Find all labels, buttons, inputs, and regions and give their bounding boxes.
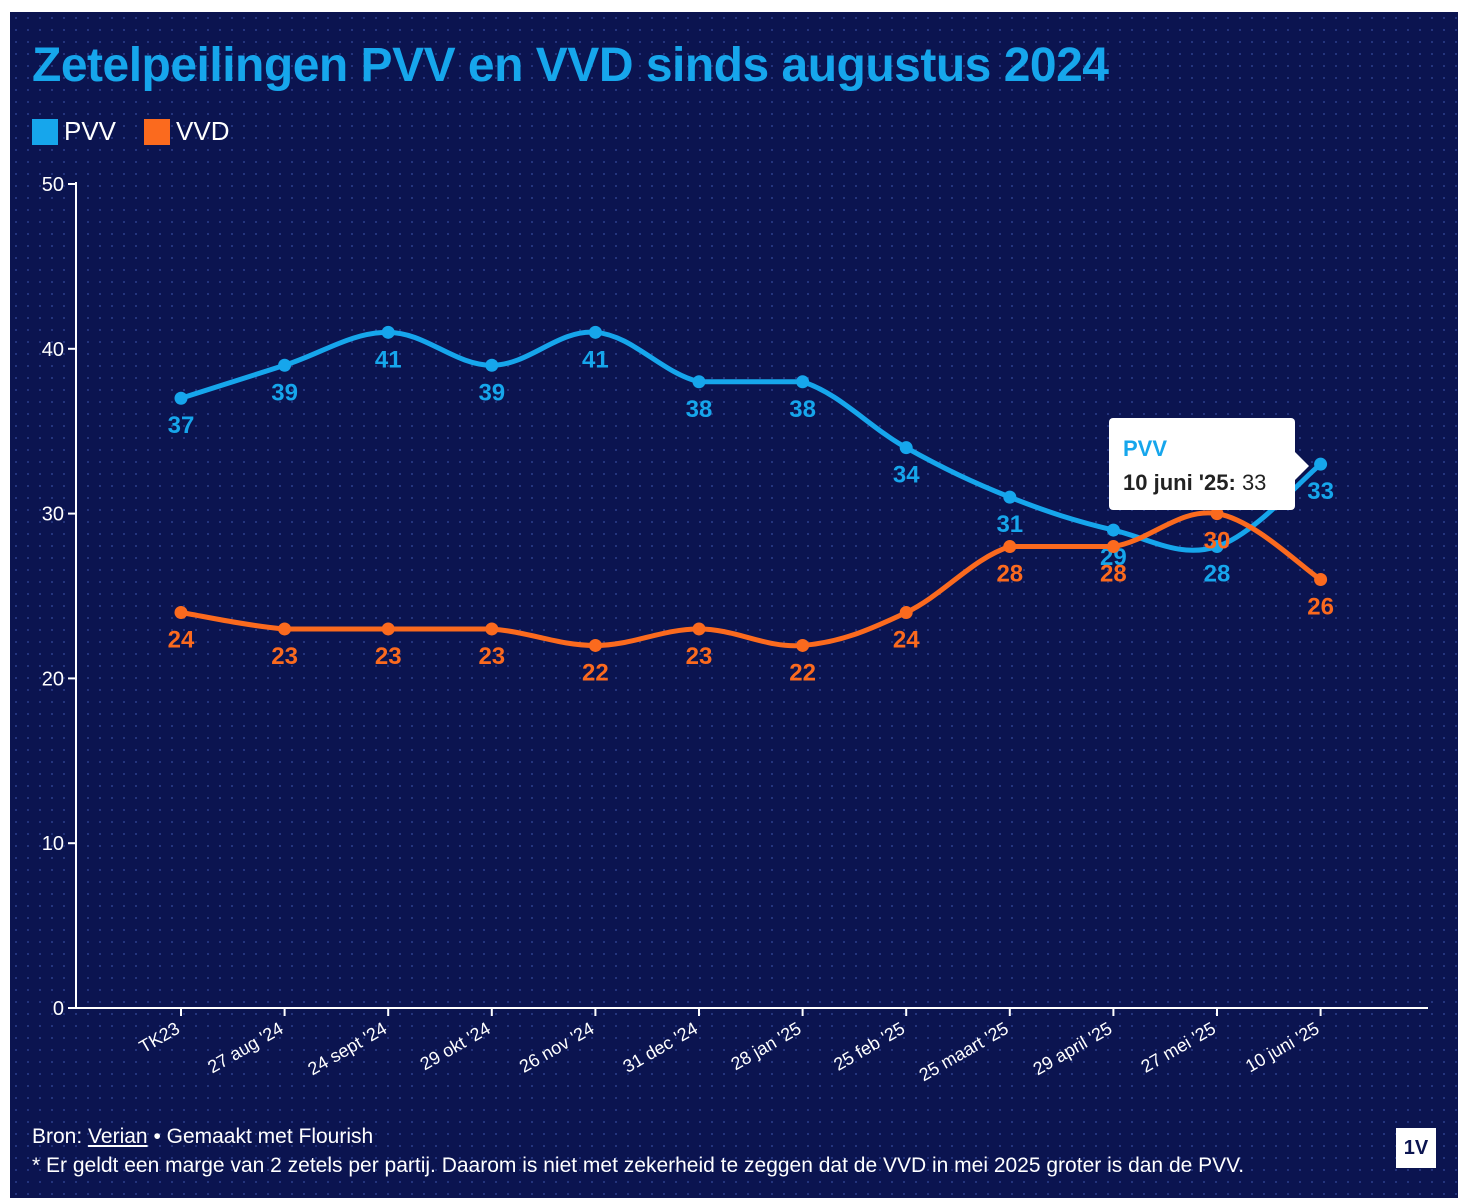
data-point-vvd-10 [1210,507,1224,521]
x-tick-label-28-jan-25: 28 jan '25 [727,1018,804,1074]
legend-label-pvv: PVV [64,116,117,146]
x-tick-label-27-mei-25: 27 mei '25 [1138,1018,1219,1077]
data-label-pvv-8: 31 [996,511,1023,538]
legend-swatch-vvd [144,118,171,145]
data-label-pvv-6: 38 [789,396,816,423]
data-point-pvv-4 [588,325,602,339]
source-prefix: Bron: [32,1125,83,1148]
data-point-vvd-7 [899,605,913,619]
source-link[interactable]: Verian [88,1125,148,1148]
data-point-pvv-1 [278,358,292,372]
data-point-pvv-0 [174,391,188,405]
footer-note: * Er geldt een marge van 2 zetels per pa… [32,1154,1245,1177]
legend-item-vvd[interactable]: VVD [144,116,230,147]
tooltip-date: 10 juni '25: [1123,470,1242,495]
tooltip-value: 10 juni '25: 33 [1123,470,1266,495]
y-tick-label-50: 50 [42,174,64,196]
data-point-vvd-6 [796,638,810,652]
line-chart: 0 10 20 30 40 50 TK23 27 aug '24 24 sept '24 29 o… [42,174,1428,1085]
data-label-vvd-8: 28 [996,561,1023,588]
legend-item-pvv[interactable]: PVV [32,116,116,147]
data-label-vvd-2: 23 [375,643,402,670]
broadcaster-logo: 1V [1396,1128,1436,1168]
y-tick-label-20: 20 [42,668,64,690]
data-point-vvd-5 [692,622,706,636]
data-point-pvv-10 [1210,540,1224,554]
data-point-vvd-8 [1003,540,1017,554]
chart-frame: Zetelpeilingen PVV en VVD sinds augustus… [10,12,1458,1198]
tooltip-pointer [1295,452,1309,480]
data-point-vvd-9 [1106,540,1120,554]
data-label-pvv-1: 39 [271,379,298,406]
data-point-pvv-2 [381,325,395,339]
data-label-vvd-7: 24 [893,626,920,653]
x-tick-label-27-aug-24: 27 aug '24 [204,1018,286,1077]
x-tick-label-tk23: TK23 [136,1018,183,1057]
footer: Bron: Verian • Gemaakt met Flourish * Er… [32,1122,1244,1180]
data-label-pvv-2: 41 [375,346,402,373]
footer-source-line: Bron: Verian • Gemaakt met Flourish [32,1122,1244,1151]
x-tick-label-31-dec-24: 31 dec '24 [620,1018,701,1077]
legend-swatch-pvv [32,118,58,145]
data-point-pvv-5 [692,375,706,389]
data-point-pvv-3 [485,358,499,372]
data-label-vvd-9: 28 [1100,561,1127,588]
tooltip-box [1109,418,1295,510]
series-line-vvd [178,510,1324,649]
data-point-pvv-9 [1106,523,1120,537]
data-point-vvd-3 [485,622,499,636]
data-point-vvd-4 [588,638,602,652]
data-label-vvd-11: 26 [1307,594,1334,621]
tooltip-series: PVV [1123,436,1167,461]
data-point-vvd-2 [381,622,395,636]
legend: PVV VVD [32,116,230,147]
data-label-pvv-5: 38 [686,396,713,423]
made-with-text: • Gemaakt met Flourish [153,1125,374,1148]
x-tick-label-29-okt-24: 29 okt '24 [417,1018,494,1074]
legend-label-vvd: VVD [176,116,230,146]
data-label-vvd-6: 22 [789,659,816,686]
data-point-vvd-11 [1314,573,1328,587]
data-label-vvd-5: 23 [686,643,713,670]
data-label-vvd-10: 30 [1204,528,1231,555]
data-label-pvv-11: 33 [1307,478,1334,505]
data-label-pvv-4: 41 [582,346,609,373]
x-tick-label-25-feb-25: 25 feb '25 [830,1018,908,1075]
data-label-vvd-1: 23 [271,643,298,670]
x-tick-label-26-nov-24: 26 nov '24 [516,1018,597,1077]
x-tick-label-24-sept-24: 24 sept '24 [304,1018,390,1079]
y-tick-label-0: 0 [53,998,64,1020]
data-label-vvd-4: 22 [582,659,609,686]
data-point-pvv-11 [1314,457,1328,471]
data-point-vvd-0 [174,605,188,619]
x-tick-label-29-april-25: 29 april '25 [1030,1018,1116,1079]
y-tick-label-10: 10 [42,833,64,855]
y-tick-label-30: 30 [42,504,64,526]
x-tick-label-25-maart-25: 25 maart '25 [916,1018,1012,1085]
tooltip-number: 33 [1242,470,1266,495]
data-label-vvd-0: 24 [168,626,195,653]
data-label-pvv-7: 34 [893,462,920,489]
data-label-pvv-10: 28 [1204,561,1231,588]
data-point-vvd-1 [278,622,292,636]
data-label-pvv-0: 37 [168,412,195,439]
data-label-pvv-3: 39 [478,379,505,406]
data-point-pvv-6 [796,375,810,389]
data-point-pvv-7 [899,441,913,455]
data-label-vvd-3: 23 [478,643,505,670]
series-line-pvv [178,329,1324,553]
chart-title: Zetelpeilingen PVV en VVD sinds augustus… [32,39,1109,92]
y-tick-label-40: 40 [42,339,64,361]
x-tick-label-10-juni-25: 10 juni '25 [1242,1018,1323,1076]
data-point-pvv-8 [1003,490,1017,504]
